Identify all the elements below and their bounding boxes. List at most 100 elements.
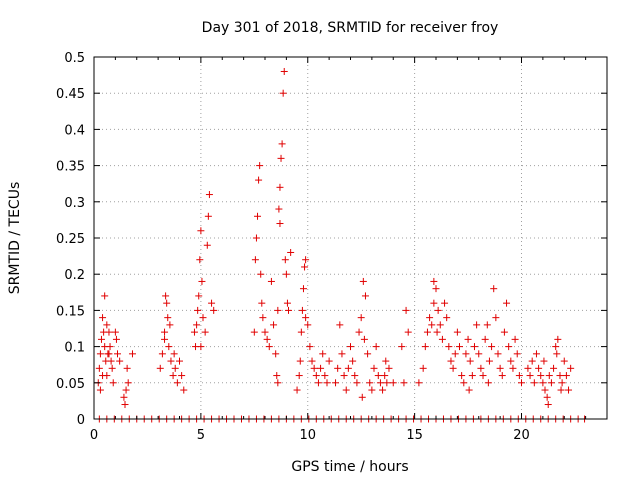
data-point xyxy=(317,364,325,372)
data-point xyxy=(428,321,436,329)
data-point xyxy=(276,183,284,191)
data-point xyxy=(165,343,173,351)
data-point xyxy=(325,357,333,365)
data-point xyxy=(338,350,346,358)
data-point xyxy=(250,328,258,336)
data-point xyxy=(490,285,498,293)
y-tick-label: 0.35 xyxy=(56,160,85,175)
data-point xyxy=(270,321,278,329)
data-point xyxy=(496,364,504,372)
data-point xyxy=(479,372,487,380)
data-point xyxy=(283,299,291,307)
y-tick-label: 0.15 xyxy=(56,304,85,319)
data-point xyxy=(314,379,322,387)
y-tick-label: 0.45 xyxy=(56,87,85,102)
data-point xyxy=(500,328,508,336)
data-point xyxy=(263,335,271,343)
data-point xyxy=(524,364,532,372)
data-point xyxy=(488,343,496,351)
data-point xyxy=(107,357,115,365)
data-point xyxy=(275,205,283,213)
axis-ticks: 0 5 10 15 20 0 0.05 0.1 0.15 0.2 0.25 0.3 0.35 0.4 0.4… xyxy=(56,51,607,443)
data-point xyxy=(162,292,170,300)
data-point xyxy=(355,328,363,336)
data-point xyxy=(530,379,538,387)
data-point xyxy=(332,379,340,387)
data-point xyxy=(105,350,113,358)
data-point xyxy=(430,299,438,307)
data-point xyxy=(557,386,565,394)
data-point xyxy=(298,306,306,314)
data-point xyxy=(173,379,181,387)
data-point xyxy=(468,372,476,380)
data-point xyxy=(475,350,483,358)
data-point xyxy=(199,314,207,322)
data-point xyxy=(198,277,206,285)
data-point xyxy=(254,212,262,220)
data-point xyxy=(404,328,412,336)
data-point xyxy=(366,379,374,387)
data-point xyxy=(484,379,492,387)
data-point xyxy=(347,343,354,351)
data-point xyxy=(528,357,536,365)
data-point xyxy=(201,328,209,336)
data-point xyxy=(456,343,464,351)
data-point xyxy=(507,357,515,365)
data-point xyxy=(204,212,212,220)
data-point xyxy=(261,328,269,336)
data-point xyxy=(279,89,287,97)
data-point xyxy=(167,357,175,365)
data-point xyxy=(259,314,267,322)
data-point xyxy=(353,379,361,387)
data-point xyxy=(470,343,478,351)
data-point xyxy=(453,328,461,336)
data-point xyxy=(434,306,442,314)
data-point xyxy=(306,343,314,351)
data-point xyxy=(532,350,540,358)
x-tick-label: 0 xyxy=(90,428,98,443)
data-point xyxy=(382,357,390,365)
data-point xyxy=(473,321,481,329)
data-point xyxy=(197,227,205,235)
data-point xyxy=(195,292,203,300)
data-point xyxy=(166,321,174,329)
data-point xyxy=(321,372,329,380)
y-axis-title: SRMTID / TECUs xyxy=(7,182,23,295)
chart-title: Day 301 of 2018, SRMTID for receiver fro… xyxy=(202,20,499,36)
data-point xyxy=(287,248,295,256)
y-tick-label: 0.25 xyxy=(56,232,85,247)
data-point xyxy=(310,364,318,372)
data-point xyxy=(556,372,564,380)
data-point xyxy=(539,379,547,387)
data-point xyxy=(423,328,431,336)
data-point xyxy=(540,357,548,365)
data-point xyxy=(358,393,366,401)
data-point xyxy=(547,379,555,387)
data-point xyxy=(535,364,543,372)
data-point xyxy=(180,386,188,394)
data-point xyxy=(438,335,446,343)
data-point xyxy=(323,379,331,387)
data-point xyxy=(372,343,380,351)
data-point xyxy=(543,393,551,401)
data-point xyxy=(297,328,305,336)
data-point xyxy=(385,364,393,372)
data-point xyxy=(466,357,474,365)
data-point xyxy=(451,350,459,358)
data-point xyxy=(494,350,502,358)
data-point xyxy=(197,343,205,351)
data-point xyxy=(190,328,198,336)
data-point xyxy=(101,292,109,300)
data-point xyxy=(156,364,164,372)
data-point xyxy=(121,401,129,409)
data-point xyxy=(203,241,211,249)
data-point xyxy=(158,350,166,358)
data-point xyxy=(433,328,441,336)
data-point xyxy=(278,140,286,148)
data-point xyxy=(415,379,423,387)
data-point xyxy=(308,357,316,365)
data-point xyxy=(176,357,183,365)
data-point xyxy=(558,379,566,387)
data-point xyxy=(96,350,104,358)
